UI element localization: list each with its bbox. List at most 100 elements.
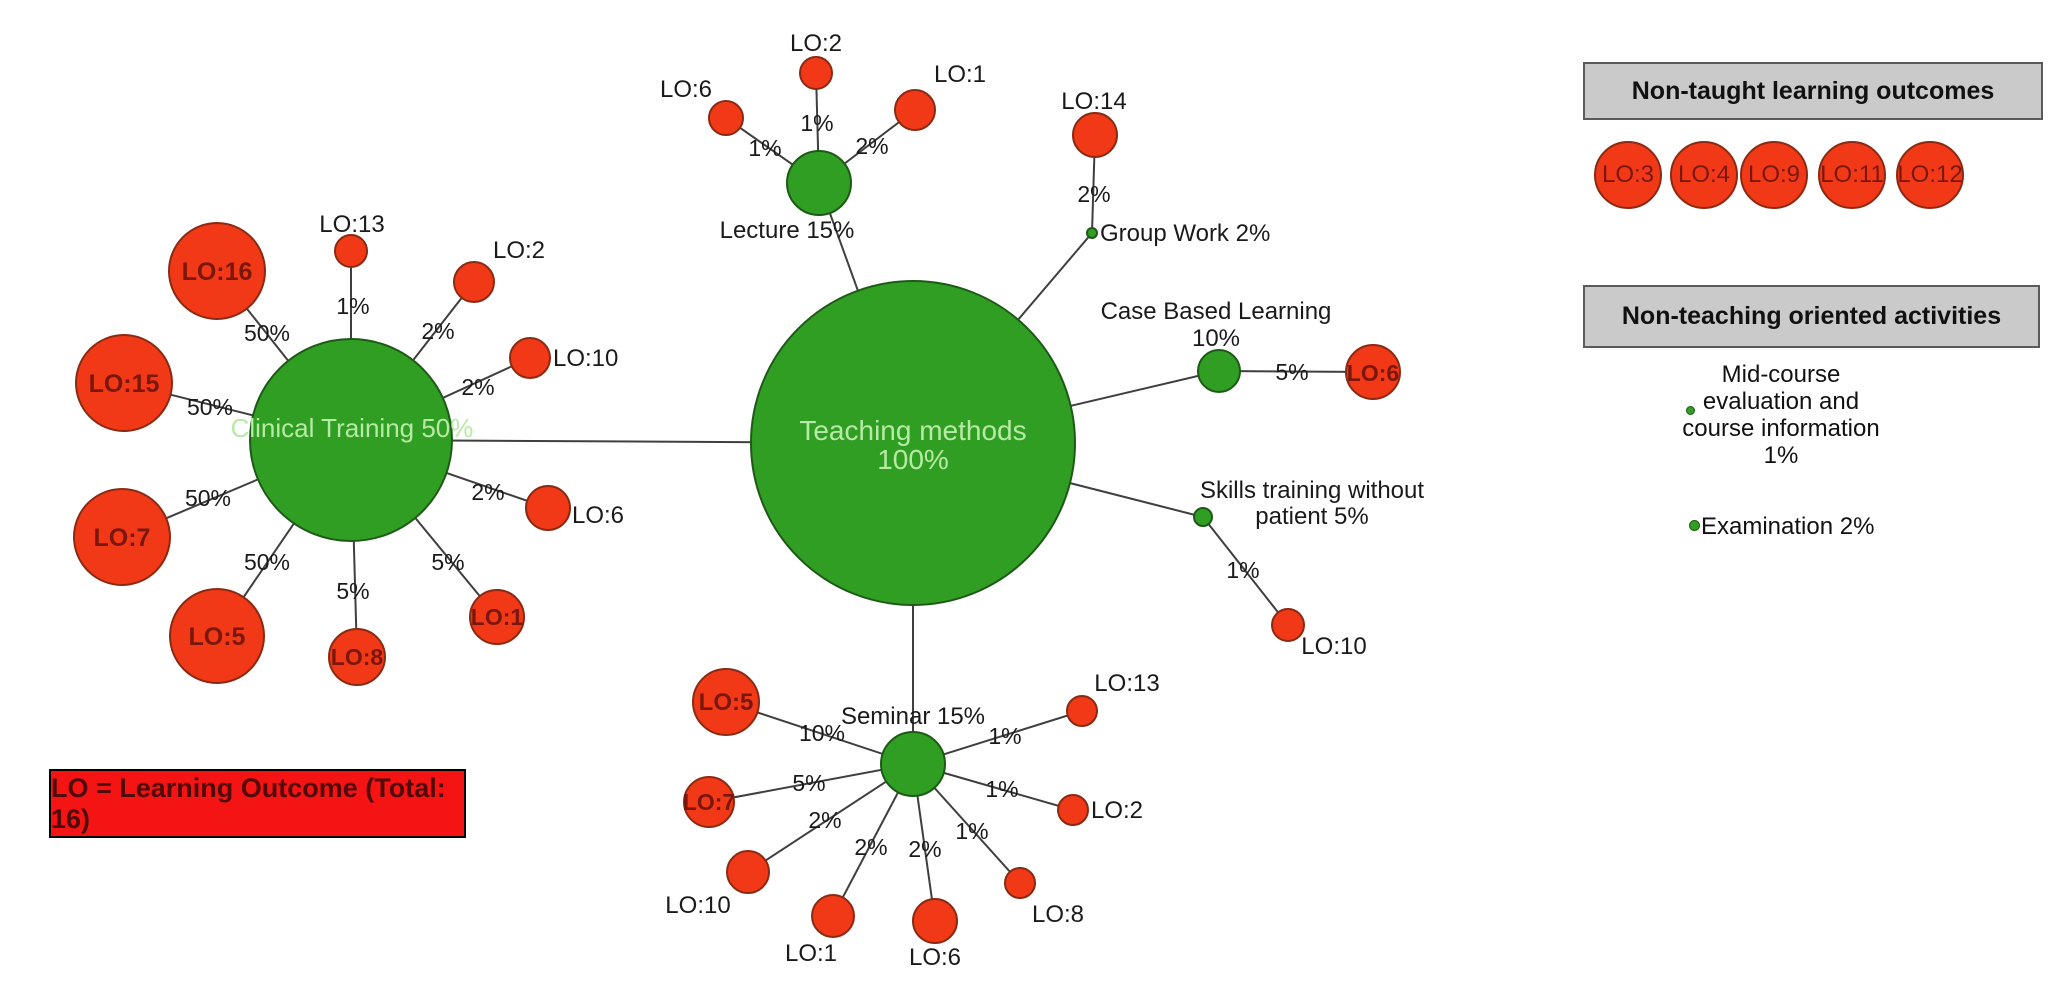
midcourse-evaluation-item: Mid-course evaluation and course informa… xyxy=(1655,361,1907,469)
midcourse-bullet-dot xyxy=(1686,406,1695,415)
link-percent-label: 1% xyxy=(336,293,369,319)
node-c7 xyxy=(73,488,171,586)
node-lecture xyxy=(786,150,852,216)
midcourse-line: Mid-course xyxy=(1721,361,1841,388)
node-label-c2: LO:2 xyxy=(493,237,545,264)
node-c8 xyxy=(328,628,386,686)
node-label-s10: LO:10 xyxy=(1301,633,1366,660)
node-c1 xyxy=(469,589,525,645)
node-label-c7: LO:7 xyxy=(94,524,151,552)
node-label-c16: LO:16 xyxy=(182,258,253,286)
node-label-groupwork: Group Work 2% xyxy=(1100,220,1270,247)
non-taught-outcome-circle: LO:3 xyxy=(1594,141,1662,209)
non-taught-outcome-label: LO:11 xyxy=(1820,161,1884,188)
node-s10 xyxy=(1271,608,1305,642)
non-taught-outcome-label: LO:12 xyxy=(1897,161,1963,188)
link-skills-s10 xyxy=(1202,516,1289,626)
node-groupwork xyxy=(1086,227,1098,239)
node-label-c1: LO:1 xyxy=(471,604,524,630)
link-percent-label: 2% xyxy=(854,834,887,860)
node-label-se6: LO:6 xyxy=(909,944,961,971)
link-percent-label: 2% xyxy=(471,479,504,505)
link-percent-label: 50% xyxy=(187,394,233,420)
link-percent-label: 10% xyxy=(799,720,845,746)
link-percent-label: 2% xyxy=(421,318,454,344)
node-label-c15: LO:15 xyxy=(89,370,160,398)
labels-layer: 50% 1% 2% 50% 2% 50% 2% 50% 5% 5% 1% 1% 2% 2% 5% 1% 10% 5… xyxy=(89,30,1425,971)
link-percent-label: 2% xyxy=(461,374,494,400)
link-percent-label: 1% xyxy=(1226,557,1259,583)
node-label-seminar: Seminar 15% xyxy=(841,703,985,730)
node-label-l6: LO:6 xyxy=(660,76,712,103)
link-percent-label: 1% xyxy=(988,723,1021,749)
link-percent-label: 5% xyxy=(431,549,464,575)
node-c16 xyxy=(168,222,266,320)
node-label-se2: LO:2 xyxy=(1091,797,1143,824)
node-label-cbl: Case Based Learning 10% xyxy=(1101,298,1332,352)
node-se2 xyxy=(1057,794,1089,826)
node-label-clinical: Clinical Training 50% xyxy=(231,413,474,443)
non-taught-outcome-circle: LO:4 xyxy=(1670,141,1738,209)
node-se7 xyxy=(683,776,735,828)
node-label-skills: Skills training without patient 5% xyxy=(1200,477,1424,530)
link-percent-label: 2% xyxy=(908,836,941,862)
node-label-se7: LO:7 xyxy=(683,789,735,815)
midcourse-line: evaluation and xyxy=(1702,388,1860,415)
node-seminar xyxy=(880,731,946,797)
non-taught-outcomes-header-label: Non-taught learning outcomes xyxy=(1631,76,1995,105)
node-l2 xyxy=(799,56,833,90)
node-cbl xyxy=(1197,349,1241,393)
link-percent-label: 5% xyxy=(336,578,369,604)
node-cb6 xyxy=(1345,344,1401,400)
non-taught-outcome-circle: LO:11 xyxy=(1818,141,1886,209)
link-percent-label: 2% xyxy=(1077,181,1110,207)
node-label-se5: LO:5 xyxy=(699,689,754,716)
node-teaching xyxy=(750,280,1076,606)
non-taught-outcome-circle: LO:9 xyxy=(1740,141,1808,209)
node-label-c8: LO:8 xyxy=(331,644,384,670)
node-label-g14: LO:14 xyxy=(1061,88,1126,115)
node-label-se10: LO:10 xyxy=(665,892,730,919)
node-skills xyxy=(1193,507,1213,527)
node-g14 xyxy=(1072,112,1118,158)
examination-bullet-dot xyxy=(1689,520,1700,531)
link-percent-label: 50% xyxy=(244,549,290,575)
nodes-layer xyxy=(73,56,1401,944)
node-l1 xyxy=(894,89,936,131)
link-seminar-se7 xyxy=(708,763,914,803)
legend-box: LO = Learning Outcome (Total: 16) xyxy=(49,769,466,838)
midcourse-percent: 1% xyxy=(1763,442,1799,469)
node-label-l2: LO:2 xyxy=(790,30,842,57)
link-percent-label: 1% xyxy=(955,818,988,844)
node-label-l1: LO:1 xyxy=(934,61,986,88)
node-label-se8: LO:8 xyxy=(1032,901,1084,928)
link-percent-label: 50% xyxy=(185,485,231,511)
node-clinical xyxy=(249,338,453,542)
node-label-c10: LO:10 xyxy=(553,345,618,372)
node-label-c13: LO:13 xyxy=(319,211,384,238)
node-se1 xyxy=(811,894,855,938)
node-label-teaching: Teaching methods 100% xyxy=(799,415,1026,475)
node-label-c6: LO:6 xyxy=(572,502,624,529)
node-se6 xyxy=(912,898,958,944)
node-c2 xyxy=(453,261,495,303)
non-taught-outcome-label: LO:4 xyxy=(1677,161,1731,188)
link-percent-label: 1% xyxy=(800,110,833,136)
non-taught-outcomes-header: Non-taught learning outcomes xyxy=(1583,62,2043,120)
non-teaching-activities-header: Non-teaching oriented activities xyxy=(1583,285,2040,348)
node-label-cb6: LO:6 xyxy=(1347,360,1399,386)
non-taught-outcome-label: LO:9 xyxy=(1747,161,1801,188)
node-c6 xyxy=(525,485,571,531)
node-se13 xyxy=(1066,695,1098,727)
node-c5 xyxy=(169,588,265,684)
link-percent-label: 2% xyxy=(855,133,888,159)
midcourse-line: course information xyxy=(1682,415,1880,442)
node-se8 xyxy=(1004,867,1036,899)
node-label-lecture: Lecture 15% xyxy=(720,217,855,244)
examination-item: Examination 2% xyxy=(1701,513,1875,540)
node-l6 xyxy=(708,100,744,136)
node-label-c5: LO:5 xyxy=(189,623,246,651)
link-percent-label: 1% xyxy=(748,135,781,161)
